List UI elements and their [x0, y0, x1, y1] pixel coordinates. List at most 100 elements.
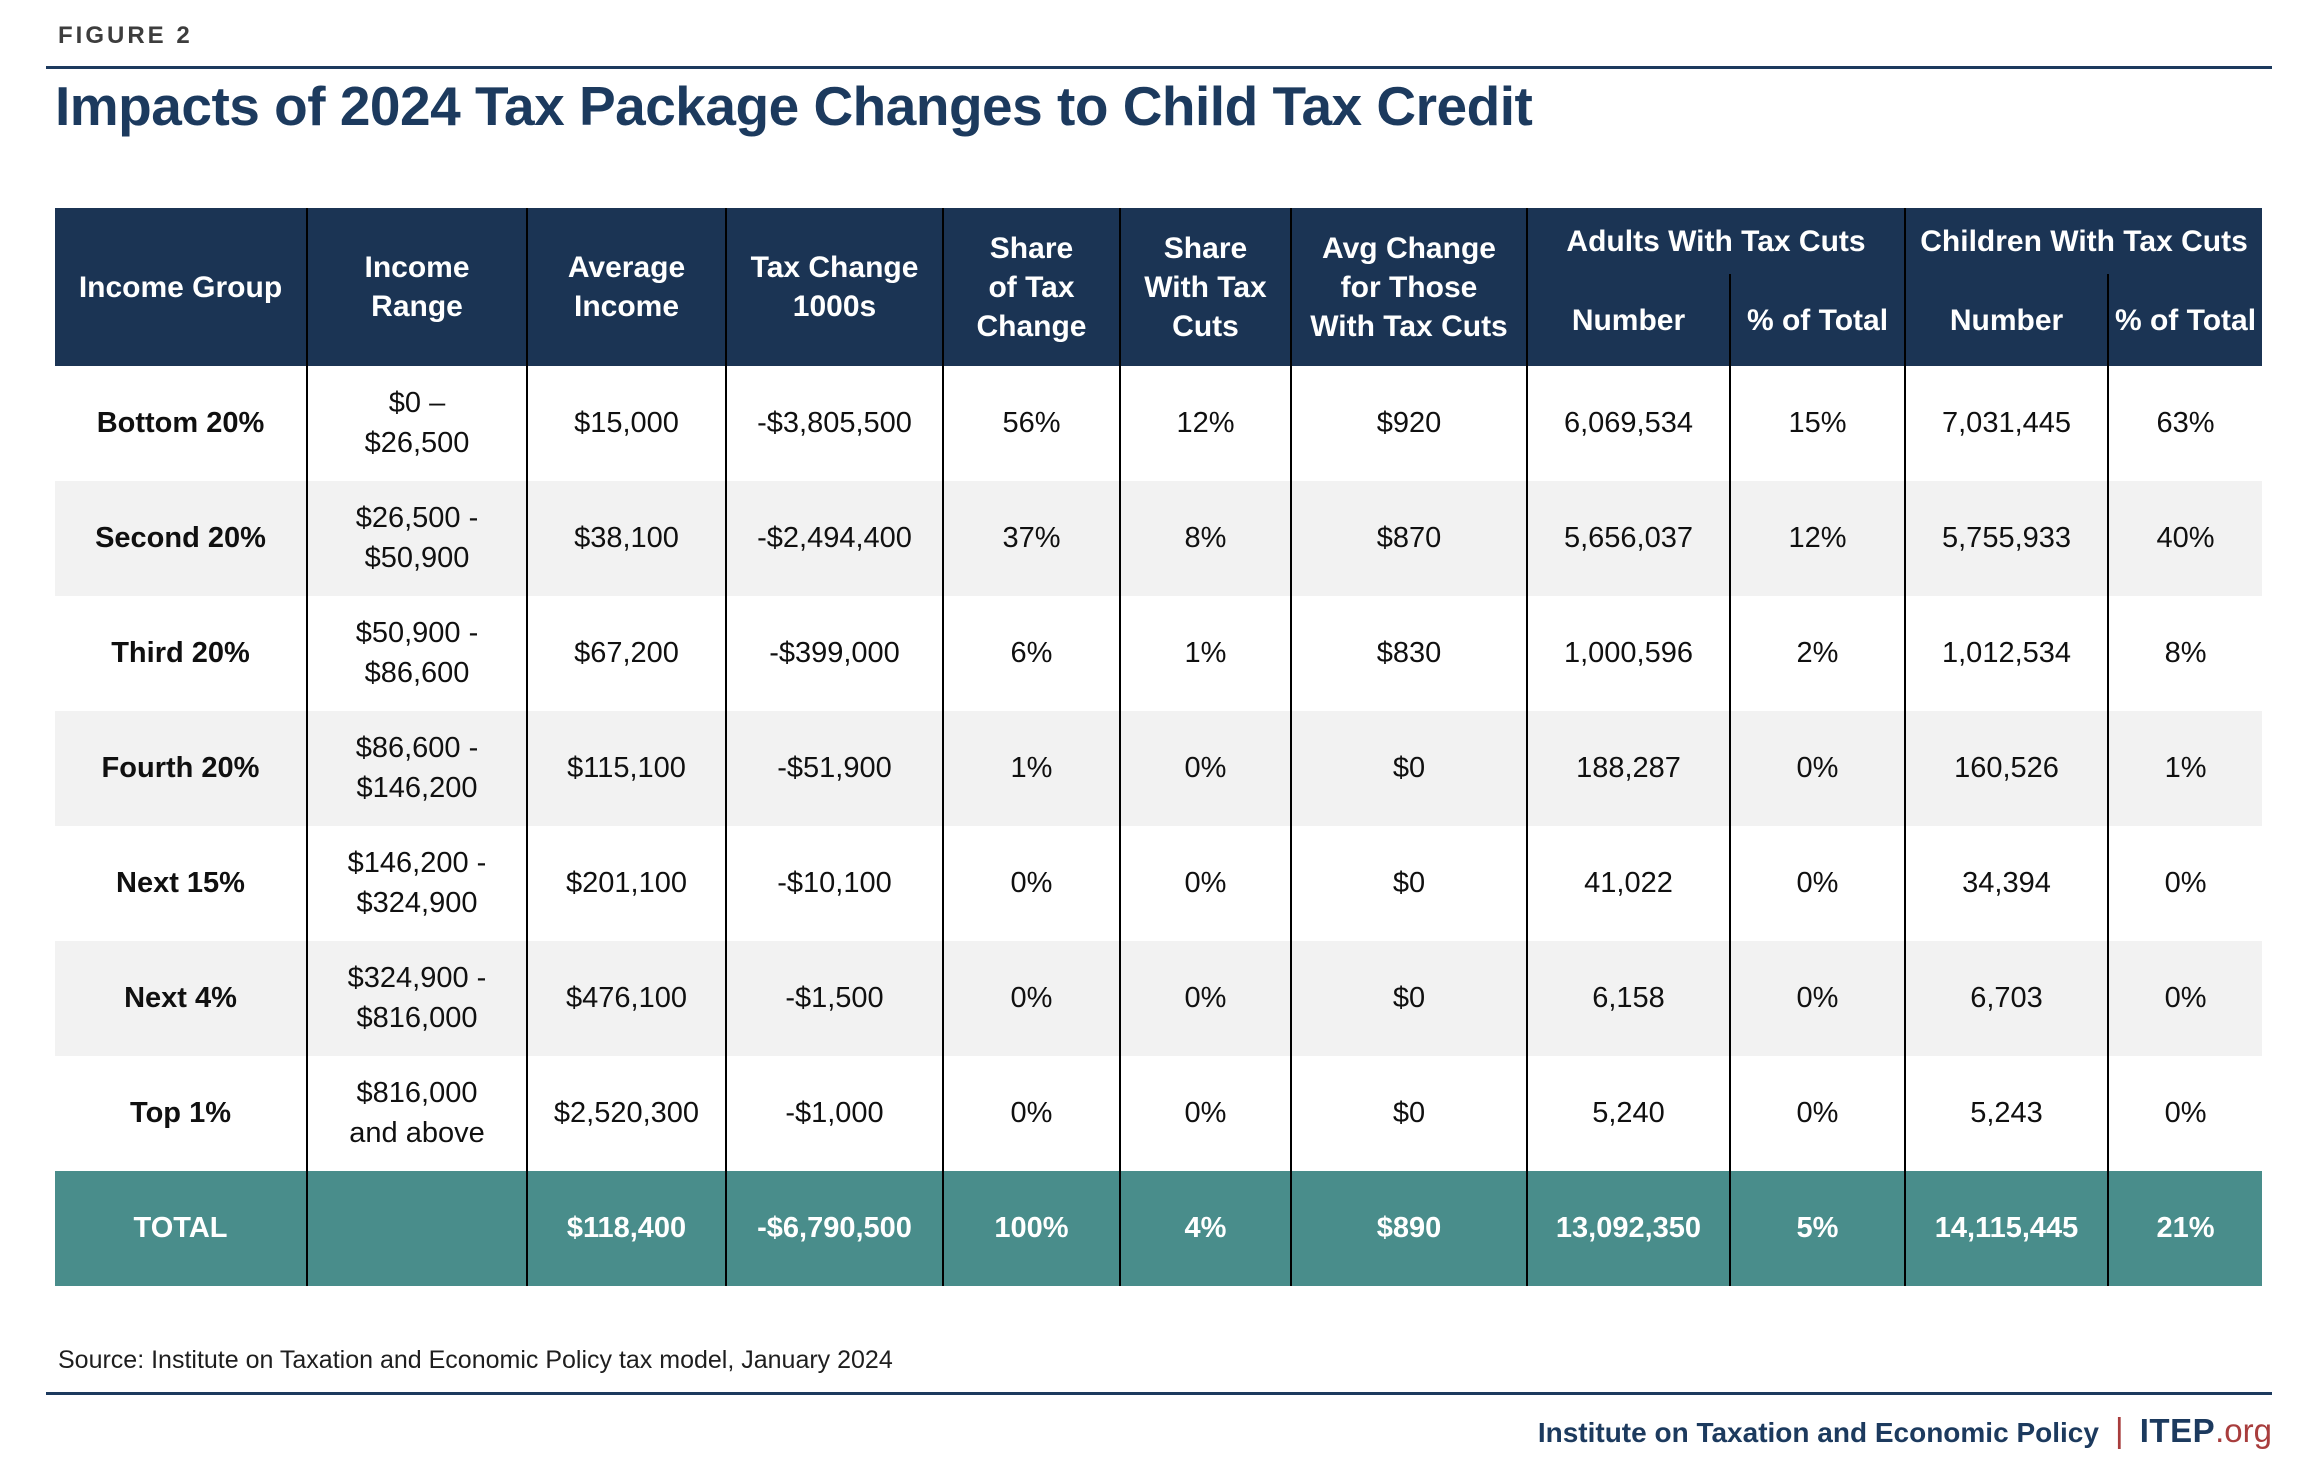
table-cell: 40%	[2107, 481, 2263, 596]
header-row-groups: Income Group Income Range Average Income…	[55, 208, 2263, 366]
table-cell: -$51,900	[725, 711, 943, 826]
table-cell: 188,287	[1526, 711, 1730, 826]
table-cell: 63%	[2107, 366, 2263, 481]
table-cell: -$3,805,500	[725, 366, 943, 481]
table-cell: 13,092,350	[1526, 1171, 1730, 1286]
table-cell: $476,100	[526, 941, 726, 1056]
table-row-next-4: Next 4% $324,900 - $816,000 $476,100 -$1…	[55, 941, 2263, 1056]
table-cell: Fourth 20%	[55, 711, 307, 826]
table-cell: $26,500 - $50,900	[306, 481, 527, 596]
table-cell: -$2,494,400	[725, 481, 943, 596]
table-cell: 41,022	[1526, 826, 1730, 941]
table-cell: TOTAL	[55, 1171, 307, 1286]
table-cell: 1%	[2107, 711, 2263, 826]
table-row-next-15: Next 15% $146,200 - $324,900 $201,100 -$…	[55, 826, 2263, 941]
table-cell: 56%	[942, 366, 1120, 481]
table-cell: 0%	[1728, 711, 1906, 826]
table-cell: Next 4%	[55, 941, 307, 1056]
table-cell: $890	[1290, 1171, 1527, 1286]
table-cell: Next 15%	[116, 866, 245, 899]
table-cell: 4%	[1119, 1171, 1291, 1286]
group-header-adults-with-tax-cuts: Adults With Tax Cuts	[1525, 208, 1906, 274]
table-cell: $0	[1290, 826, 1527, 941]
table-cell: 0%	[942, 1056, 1120, 1171]
footer-divider: |	[2114, 1412, 2124, 1450]
table-cell: 14,115,445	[1904, 1171, 2109, 1286]
table-cell: 0%	[942, 941, 1120, 1056]
table-cell: 15%	[1728, 366, 1906, 481]
table-cell: 0%	[1728, 826, 1906, 941]
table-cell: 0%	[942, 826, 1120, 941]
column-header-income-group: Income Group	[55, 208, 307, 366]
itep-logo-suffix: .org	[2215, 1412, 2272, 1449]
table-cell: $38,100	[526, 481, 726, 596]
table-cell: 5,656,037	[1526, 481, 1730, 596]
table-cell: -$399,000	[725, 596, 943, 711]
source-note: Source: Institute on Taxation and Econom…	[58, 1346, 893, 1374]
column-header-share-with-tax-cuts: Share With Tax Cuts	[1119, 208, 1291, 366]
table-cell: $146,200 - $324,900	[306, 826, 527, 941]
table-cell: Second 20%	[55, 481, 307, 596]
table-cell: 5,755,933	[1904, 481, 2109, 596]
page-title: Impacts of 2024 Tax Package Changes to C…	[55, 75, 1533, 137]
table-cell: $115,100	[526, 711, 726, 826]
table-cell: Bottom 20%	[96, 406, 265, 439]
table-cell: -$6,790,500	[725, 1171, 943, 1286]
table-cell: 8%	[1119, 481, 1291, 596]
group-header-children-with-tax-cuts: Children With Tax Cuts	[1904, 208, 2263, 274]
figure-label: FIGURE 2	[58, 22, 193, 49]
table-cell: $0 – $26,500	[306, 366, 527, 481]
table-cell: $870	[1290, 481, 1527, 596]
table-cell: 6%	[942, 596, 1120, 711]
table-cell: 6,069,534	[1526, 366, 1730, 481]
table-cell: $0	[1290, 1056, 1527, 1171]
table-cell: 0%	[1119, 826, 1291, 941]
table-cell: 12%	[1119, 366, 1291, 481]
table-cell: 0%	[1728, 1056, 1906, 1171]
column-header-adults-pct: % of Total	[1728, 274, 1906, 366]
impacts-table: Income Group Income Range Average Income…	[55, 208, 2263, 1286]
table-cell: 160,526	[1904, 711, 2109, 826]
table-cell: 1,012,534	[1904, 596, 2109, 711]
footer-org-name: Institute on Taxation and Economic Polic…	[1537, 1417, 2099, 1448]
table-cell: $920	[1290, 366, 1527, 481]
table-cell: 7,031,445	[1904, 366, 2109, 481]
column-header-children-pct: % of Total	[2107, 274, 2263, 366]
table-cell: -$10,100	[725, 826, 943, 941]
table-cell: 21%	[2107, 1171, 2263, 1286]
table-cell: 0%	[2107, 1056, 2263, 1171]
table-cell: 5%	[1728, 1171, 1906, 1286]
table-cell	[306, 1171, 527, 1286]
table-cell: $324,900 - $816,000	[306, 941, 527, 1056]
column-header-adults-number: Number	[1526, 274, 1730, 366]
table-cell: $0	[1290, 711, 1527, 826]
table-row-third-20: Third 20% $50,900 - $86,600 $67,200 -$39…	[55, 596, 2263, 711]
table-cell: $2,520,300	[526, 1056, 726, 1171]
table-cell: $86,600 - $146,200	[306, 711, 527, 826]
table-cell: 0%	[2107, 826, 2263, 941]
table-cell: 34,394	[1904, 826, 2109, 941]
table-cell: 5,243	[1904, 1056, 2109, 1171]
table-cell: 1%	[942, 711, 1120, 826]
column-header-avg-change: Avg Change for Those With Tax Cuts	[1290, 208, 1527, 366]
table-row-total: TOTAL $118,400 -$6,790,500 100% 4% $890 …	[55, 1171, 2263, 1286]
bottom-divider-rule	[46, 1392, 2272, 1395]
table-row-top-1: Top 1% $816,000 and above $2,520,300 -$1…	[55, 1056, 2263, 1171]
table-cell: 6,703	[1904, 941, 2109, 1056]
table-cell: 8%	[2107, 596, 2263, 711]
table-cell: 37%	[942, 481, 1120, 596]
table-cell: -$1,500	[725, 941, 943, 1056]
itep-logo: ITEP	[2139, 1412, 2216, 1449]
table-row-bottom-20: Bottom 20% $0 – $26,500 $15,000 -$3,805,…	[55, 366, 2263, 481]
table-cell: 12%	[1728, 481, 1906, 596]
column-header-tax-change: Tax Change 1000s	[725, 208, 943, 366]
table-cell: $50,900 - $86,600	[306, 596, 527, 711]
table-cell: 0%	[1728, 941, 1906, 1056]
table-cell: 0%	[1119, 1056, 1291, 1171]
table-cell: 2%	[1728, 596, 1906, 711]
header-row-subcolumns: Number % of Total Number % of Total	[55, 274, 2263, 366]
table-cell: $816,000 and above	[306, 1056, 527, 1171]
table-cell: 6,158	[1526, 941, 1730, 1056]
table-cell: 0%	[1119, 941, 1291, 1056]
